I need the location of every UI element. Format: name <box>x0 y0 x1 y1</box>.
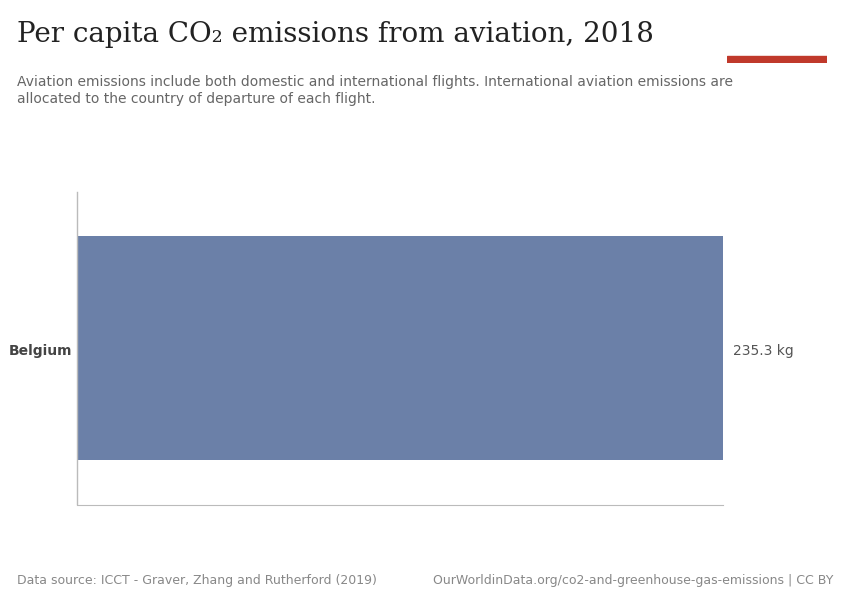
Text: 235.3 kg: 235.3 kg <box>733 344 793 358</box>
Text: allocated to the country of departure of each flight.: allocated to the country of departure of… <box>17 92 376 106</box>
Text: Aviation emissions include both domestic and international flights. Internationa: Aviation emissions include both domestic… <box>17 75 733 89</box>
Text: OurWorldinData.org/co2-and-greenhouse-gas-emissions | CC BY: OurWorldinData.org/co2-and-greenhouse-ga… <box>433 574 833 587</box>
Text: Our World: Our World <box>745 21 808 31</box>
Text: Belgium: Belgium <box>8 344 72 358</box>
Text: Data source: ICCT - Graver, Zhang and Rutherford (2019): Data source: ICCT - Graver, Zhang and Ru… <box>17 574 377 587</box>
Bar <box>727 56 827 63</box>
Text: Per capita CO₂ emissions from aviation, 2018: Per capita CO₂ emissions from aviation, … <box>17 21 654 48</box>
Bar <box>76 236 722 460</box>
Text: in Data: in Data <box>755 38 799 47</box>
